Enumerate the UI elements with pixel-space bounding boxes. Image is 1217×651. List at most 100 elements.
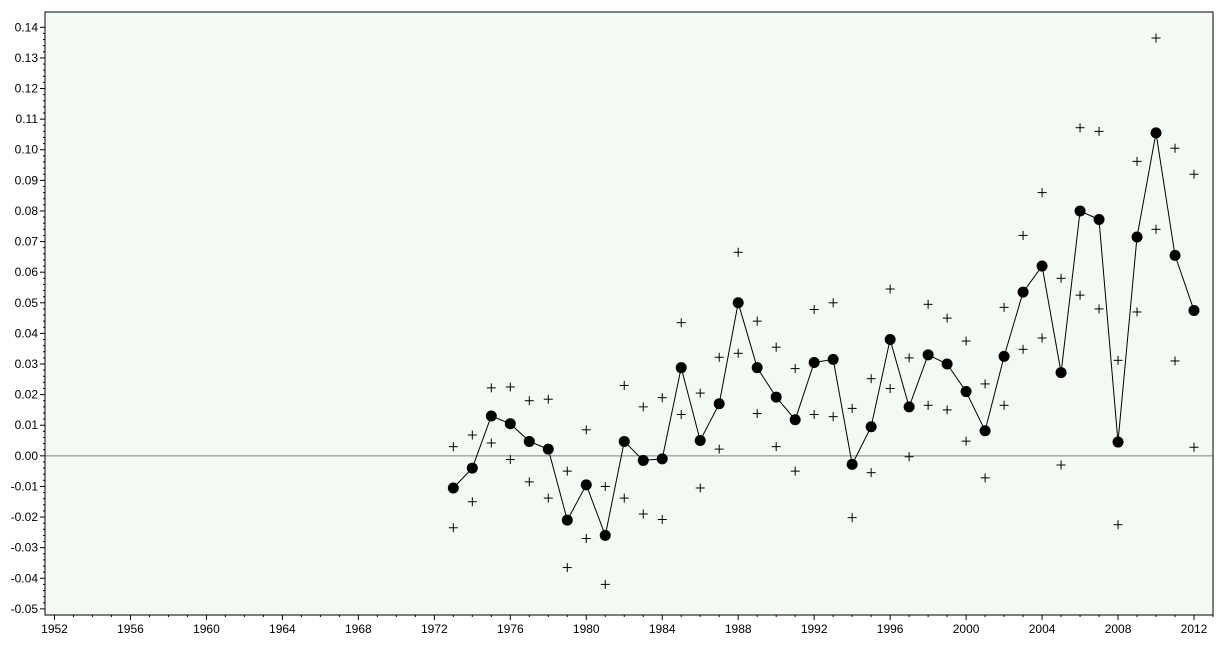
upper-bound-marker [486,383,496,393]
lower-bound-marker [676,410,686,420]
estimate-point [1112,436,1124,448]
x-tick-label: 1984 [649,622,676,636]
upper-bound-marker [771,342,781,352]
y-tick-label: 0.13 [15,51,39,65]
upper-bound-marker [524,396,534,406]
upper-bound-marker [904,353,914,363]
upper-bound-marker [1113,355,1123,365]
lower-bound-marker [771,442,781,452]
lower-bound-marker [980,473,990,483]
estimate-point [846,458,858,470]
plot-frame [44,11,1214,616]
y-tick-label: 0.14 [15,20,39,34]
lower-bound-marker [1094,304,1104,314]
lower-bound-marker [1018,344,1028,354]
upper-bound-marker [714,352,724,362]
x-tick-label: 1988 [725,622,752,636]
estimate-point [770,391,782,403]
y-tick-label: 0.06 [15,265,39,279]
estimate-point [580,479,592,491]
estimate-point [542,443,554,455]
lower-bound-marker [828,412,838,422]
upper-bound-marker [809,305,819,315]
estimate-point [637,454,649,466]
y-tick-label: -0.02 [11,510,39,524]
estimate-point [675,362,687,374]
estimate-point [884,334,896,346]
estimate-point [1036,260,1048,272]
estimate-point [713,398,725,410]
y-tick-label: 0.05 [15,296,39,310]
estimate-markers-layer [447,127,1200,541]
y-tick-label: 0.09 [15,173,39,187]
y-tick-label: 0.08 [15,204,39,218]
lower-bound-marker [847,513,857,523]
lower-bound-marker [505,455,515,465]
y-tick-label: -0.03 [11,541,39,555]
upper-bound-marker [562,466,572,476]
lower-bound-marker [733,348,743,358]
x-tick-label: 1964 [269,622,296,636]
estimate-point [561,514,573,526]
x-tick-label: 1980 [573,622,600,636]
upper-bound-marker [638,402,648,412]
lower-bound-marker [1056,460,1066,470]
estimate-point [485,410,497,422]
lower-bound-marker [600,579,610,589]
x-tick-label: 1952 [41,622,68,636]
upper-bound-marker [866,374,876,384]
y-tick-label: 0.11 [16,112,39,126]
upper-bound-marker [942,313,952,323]
estimate-point [504,418,516,430]
lower-bound-marker [657,514,667,524]
y-tick-label: 0.02 [15,388,39,402]
upper-bound-marker [505,382,515,392]
upper-bound-marker [733,247,743,257]
lower-bound-marker [1132,307,1142,317]
estimate-point [1055,367,1067,379]
x-tick-label: 1968 [345,622,372,636]
lower-bound-marker [923,400,933,410]
x-tick-label: 2004 [1029,622,1056,636]
lower-bound-marker [619,493,629,503]
upper-bound-marker [980,379,990,389]
upper-bound-marker [600,481,610,491]
upper-bound-marker [581,425,591,435]
x-tick-label: 1992 [801,622,828,636]
x-tick-label: 2000 [953,622,980,636]
estimate-point [789,414,801,426]
lower-bound-marker [638,509,648,519]
lower-bound-marker [1075,290,1085,300]
lower-bound-marker [524,477,534,487]
upper-bound-marker [923,299,933,309]
y-tick-label: 0.04 [15,326,39,340]
lower-bound-marker [562,563,572,573]
lower-bound-marker [1113,520,1123,530]
estimate-series-line [452,132,1195,538]
lower-bound-marker [809,410,819,420]
estimate-point [922,349,934,361]
y-tick-label: -0.05 [11,602,39,616]
lower-bound-marker [904,452,914,462]
y-tick-label: 0.03 [15,357,39,371]
estimate-point [466,462,478,474]
estimate-point [656,453,668,465]
lower-bound-marker [1170,356,1180,366]
y-axis: -0.05 -0.04 -0.03 -0.02 -0.01 0.00 0.01 0.02 0.0… [11,20,45,616]
upper-bound-marker [885,284,895,294]
series-line-layer [452,132,1195,538]
estimate-point [998,350,1010,362]
upper-bound-marker [828,298,838,308]
lower-bound-marker [467,497,477,507]
estimate-point [1131,231,1143,243]
lower-bound-marker [885,383,895,393]
upper-bound-marker [999,302,1009,312]
upper-bound-marker [695,388,705,398]
upper-bound-marker [448,442,458,452]
y-tick-label: 0.00 [15,449,39,463]
estimate-point [865,421,877,433]
lower-bound-marker [448,523,458,533]
upper-bound-marker [1132,156,1142,166]
lower-bound-marker [695,483,705,493]
y-tick-label: 0.12 [15,82,39,96]
